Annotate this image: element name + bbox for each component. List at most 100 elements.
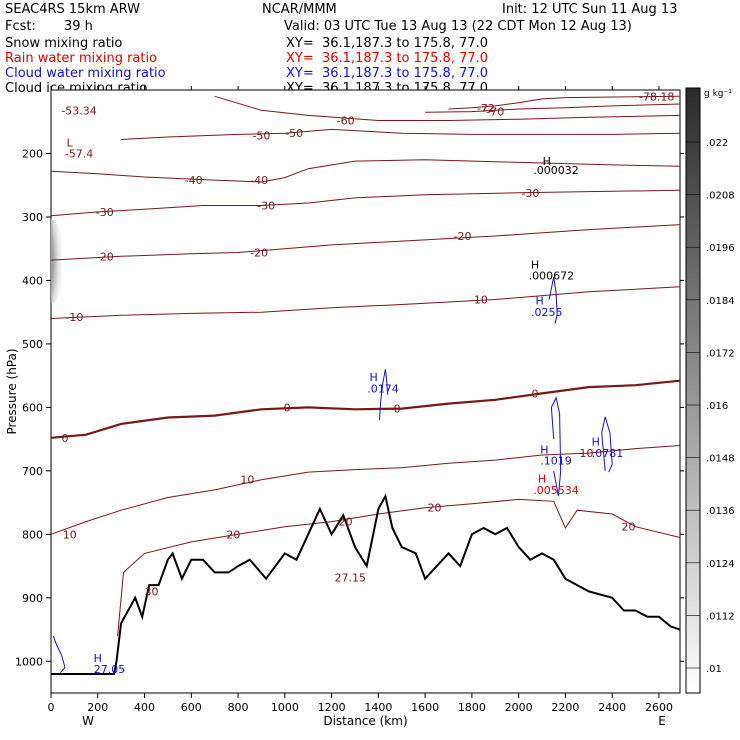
contour-label: -10 [470,293,488,306]
y-tick-label: 500 [22,338,43,351]
terrain-line [51,493,680,675]
contour-label: L [67,137,74,150]
contour-label: 10 [63,528,77,541]
y-axis-label: Pressure (hPa) [5,348,19,434]
contour-label: -10 [65,311,83,324]
x-tick-label: 2600 [645,701,673,714]
contour-label: 0 [284,401,291,414]
colorbar-tick-label: .0172 [706,348,735,359]
contour-label: -78.18 [639,90,674,103]
y-tick-label: 700 [22,465,43,478]
contour-label: .005534 [533,484,579,497]
field-cloudwater-name: Cloud water mixing ratio [5,66,166,81]
x-tick-label: 1800 [458,701,486,714]
isotherm-m40 [51,159,680,183]
contour-label: H [592,436,600,449]
colorbar-tick-label: .022 [706,138,728,149]
endpoint-west: W [82,714,94,728]
y-tick-label: 800 [22,528,43,541]
contour-label: .000032 [533,164,579,177]
colorbar-tick-label: .0124 [706,559,735,570]
isotherm-20 [117,498,680,636]
contour-label: .000672 [529,269,575,282]
contour-label: -53.34 [61,104,96,117]
cloud-contour-3 [601,416,613,473]
contour-label: 0 [394,403,401,416]
contour-label: -50 [285,127,303,140]
isotherm-m60 [214,95,680,121]
contour-label: -30 [257,200,275,213]
colorbar-gradient [685,87,701,694]
contour-label: .0781 [592,447,624,460]
colorbar-tick-label: .0196 [706,243,735,254]
y-tick-label: 900 [22,592,43,605]
y-tick-label: 600 [22,401,43,414]
y-tick-label: 400 [22,274,43,287]
x-tick-label: 0 [48,701,55,714]
contour-label: -20 [250,246,268,259]
contour-label: 10 [579,447,593,460]
x-tick-label: 2000 [505,701,533,714]
isotherm-m10 [51,286,680,319]
contour-label: 0 [532,387,539,400]
contour-label: -40 [185,174,203,187]
valid-label: Valid: 03 UTC Tue 13 Aug 13 (22 CDT Mon … [284,19,632,34]
contour-label: -72 [477,102,495,115]
contour-label: -57.4 [65,147,93,160]
contour-label: H [94,652,102,665]
contour-label: -20 [96,250,114,263]
x-tick-label: 2200 [551,701,579,714]
colorbar-tick-label: .01 [706,664,722,675]
contour-label: 20 [339,516,353,529]
colorbar-unit: g kg⁻¹ [704,89,732,99]
contour-label: -30 [521,187,539,200]
cloud-contour-4 [52,635,66,674]
cloud-contour-1 [548,277,558,324]
colorbar-tick-label: .0148 [706,454,735,465]
contour-label: -20 [454,230,472,243]
plot-frame [50,89,681,694]
y-tick-label: 300 [22,211,43,224]
contour-label: H [531,259,539,272]
isotherm-10 [51,445,680,535]
contour-label: .0174 [367,382,399,395]
contour-label: -70 [486,106,504,119]
contour-label: H [540,443,548,456]
x-tick-label: 1000 [271,701,299,714]
fcst-label: Fcst: [5,19,36,34]
x-tick-label: 800 [228,701,249,714]
plot-area: -72-70 -60 -50 -50 -40 -40 -30 -30 -30 -20 -20 -20 -… [5,86,684,728]
isotherm-m72 [448,95,680,110]
contour-label: 27.05 [94,663,126,676]
y-tick-label: 1000 [15,655,43,668]
contour-label: .1019 [540,455,572,468]
contour-label: .0255 [531,306,563,319]
init-label: Init: 12 UTC Sun 11 Aug 13 [502,2,678,17]
contour-label: H [543,155,551,168]
model-title: SEAC4RS 15km ARW [5,2,141,17]
isotherm-m70 [425,103,680,113]
isotherm-m30 [51,189,680,217]
isotherm-m50 [121,128,680,140]
x-tick-label: 1200 [318,701,346,714]
colorbar-tick-label: .0112 [706,611,735,622]
colorbar-tick-label: .016 [706,401,728,412]
contour-label: 20 [622,521,636,534]
x-tick-label: 2400 [598,701,626,714]
x-tick-label: 400 [134,701,155,714]
plot-content [51,95,680,675]
colorbar: g kg⁻¹ .022 .0208 .0196 .0184 .0172 .016 .0148.… [685,87,735,694]
field-rain-xy: XY= 36.1,187.3 to 175.8, 77.0 [286,51,489,66]
colorbar-tick-label: .0136 [706,506,735,517]
x-tick-label: 1600 [411,701,439,714]
contour-label: H [536,295,544,308]
field-rain-name: Rain water mixing ratio [5,51,158,66]
contour-label: H [538,472,546,485]
contour-label: 0 [62,432,69,445]
contour-label: -40 [250,174,268,187]
field-cloudwater-xy: XY= 36.1,187.3 to 175.8, 77.0 [286,66,489,81]
colorbar-tick-label: .0208 [706,191,735,202]
contour-label: H [370,371,378,384]
x-axis-label: Distance (km) [323,714,407,728]
